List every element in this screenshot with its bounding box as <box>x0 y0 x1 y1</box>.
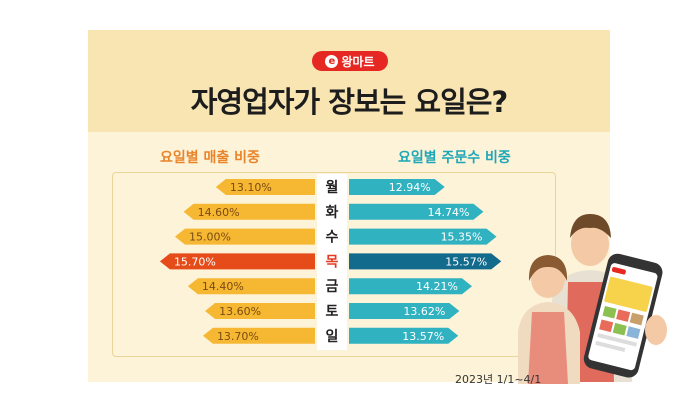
sales-label-1: 14.60% <box>198 206 240 219</box>
orders-label-1: 14.74% <box>427 206 469 219</box>
day-label-4: 금 <box>326 279 339 295</box>
sales-bar-0 <box>215 179 315 195</box>
logo-e-icon: e <box>325 54 339 68</box>
orders-label-5: 13.62% <box>403 305 445 318</box>
sales-bar-6 <box>202 327 315 344</box>
title-band <box>88 30 610 132</box>
sales-bar-4 <box>187 278 315 295</box>
orders-label-6: 13.57% <box>402 330 444 343</box>
shopkeepers-illustration <box>518 214 667 384</box>
page-title: 자영업자가 장보는 요일은? <box>190 85 509 119</box>
day-label-0: 월 <box>326 179 339 196</box>
sales-share-heading: 요일별 매출 비중 <box>160 150 260 166</box>
sales-label-0: 13.10% <box>230 181 272 194</box>
orders-label-4: 14.21% <box>416 280 458 293</box>
day-label-6: 일 <box>326 329 339 345</box>
day-label-2: 수 <box>326 230 339 246</box>
day-label-5: 토 <box>326 304 339 320</box>
orders-label-2: 15.35% <box>441 231 483 244</box>
date-range-note: 2023년 1/1~4/1 <box>455 373 542 386</box>
orders-bar-5 <box>349 303 460 319</box>
orders-bar-4 <box>349 278 473 295</box>
orders-bar-2 <box>349 228 497 245</box>
sales-bar-2 <box>175 228 315 245</box>
sales-label-2: 15.00% <box>189 231 231 244</box>
day-label-3: 목 <box>326 254 339 270</box>
sales-bar-5 <box>205 303 315 319</box>
sales-label-6: 13.70% <box>217 330 259 343</box>
orders-bar-0 <box>349 179 445 195</box>
orders-bar-6 <box>349 327 459 344</box>
sales-bar-1 <box>183 203 315 220</box>
sales-label-3: 15.70% <box>174 255 216 268</box>
orders-label-0: 12.94% <box>389 181 431 194</box>
day-column <box>317 174 347 350</box>
sales-label-4: 14.40% <box>202 280 244 293</box>
brand-logo: e 왕마트 <box>312 51 388 71</box>
orders-bar-1 <box>349 203 484 220</box>
sales-label-5: 13.60% <box>219 305 261 318</box>
orders-share-heading: 요일별 주문수 비중 <box>398 150 511 166</box>
logo-text: 왕마트 <box>341 54 375 69</box>
orders-bar-3 <box>349 253 502 270</box>
orders-label-3: 15.57% <box>445 255 487 268</box>
day-label-1: 화 <box>326 205 339 221</box>
sales-bar-3 <box>159 253 315 270</box>
